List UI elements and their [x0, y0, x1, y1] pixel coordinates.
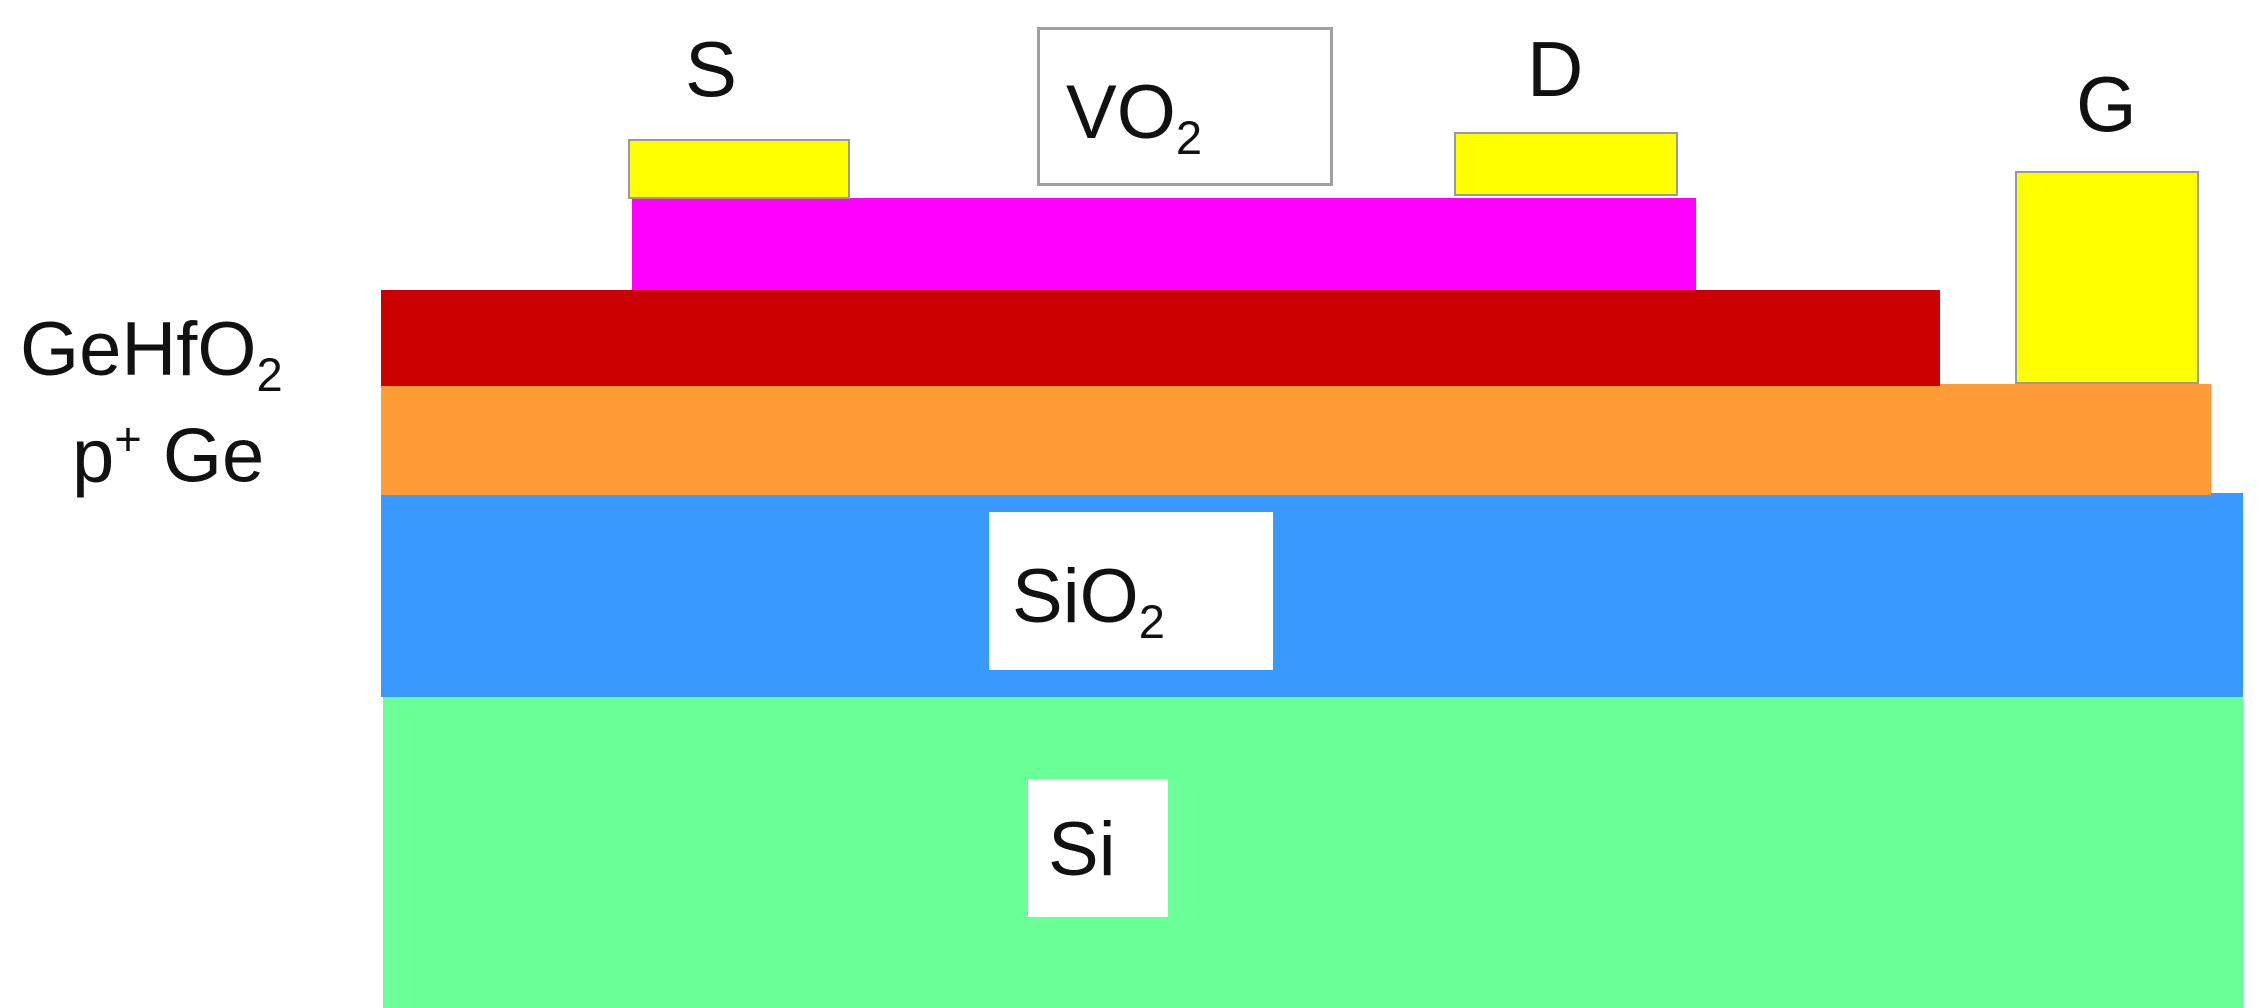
source-contact	[628, 139, 850, 199]
p-ge-layer	[381, 384, 2211, 495]
vo2-label: VO2	[1066, 70, 1203, 165]
p-ge-label: p+ Ge	[72, 412, 265, 499]
si-label: Si	[1048, 807, 1116, 892]
si-substrate-layer	[383, 697, 2243, 1008]
sio2-layer	[381, 493, 2243, 697]
drain-contact	[1454, 132, 1678, 196]
si-label-box: Si	[1028, 779, 1168, 917]
source-label: S	[685, 25, 738, 113]
vo2-label-box: VO2	[1037, 27, 1333, 186]
sio2-label-box: SiO2	[989, 512, 1273, 670]
sio2-label: SiO2	[1012, 554, 1165, 649]
gehfo2-label: GeHfO2	[20, 307, 283, 402]
drain-label: D	[1527, 25, 1584, 113]
gehfo2-layer	[381, 290, 1940, 386]
vo2-layer	[632, 198, 1696, 290]
gate-label: G	[2076, 60, 2137, 148]
gate-contact	[2015, 171, 2199, 384]
